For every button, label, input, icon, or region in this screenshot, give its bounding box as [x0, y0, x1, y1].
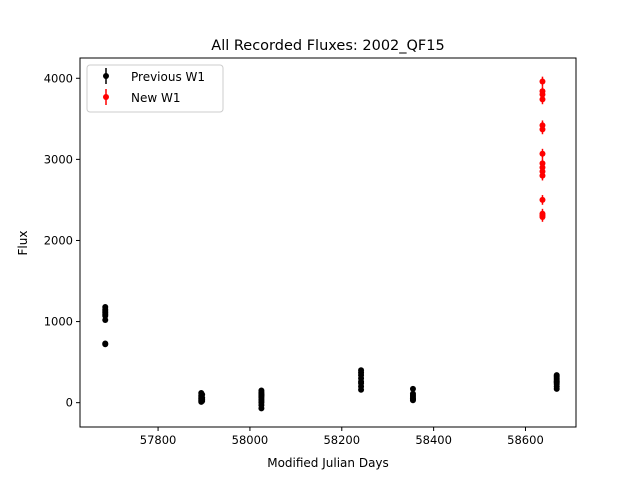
- data-point-previous-w1: [258, 405, 265, 412]
- data-point-new-w1: [539, 126, 546, 133]
- y-tick-label: 2000: [44, 233, 73, 247]
- legend-label-previous-w1: Previous W1: [131, 70, 205, 84]
- y-axis-label: Flux: [16, 231, 30, 256]
- x-tick-label: 58200: [323, 433, 360, 447]
- data-point-previous-w1: [102, 341, 109, 348]
- data-point-new-w1: [539, 96, 546, 103]
- plot-frame: [79, 57, 577, 428]
- legend-label-new-w1: New W1: [131, 91, 181, 105]
- x-tick-label: 57800: [140, 433, 177, 447]
- chart-title: All Recorded Fluxes: 2002_QF15: [211, 38, 444, 54]
- data-point-previous-w1: [199, 398, 206, 405]
- data-point-new-w1: [539, 213, 546, 220]
- data-point-previous-w1: [358, 386, 365, 393]
- legend-marker-previous-w1: [103, 73, 109, 79]
- data-point-previous-w1: [409, 397, 416, 404]
- x-axis-ticks: 57800 58000 58200 58400 58600: [140, 427, 544, 447]
- x-tick-label: 58600: [507, 433, 544, 447]
- y-tick-label: 1000: [44, 315, 73, 329]
- data-point-previous-w1: [553, 385, 560, 392]
- legend-entry-new-w1: New W1: [103, 89, 181, 105]
- data-point-previous-w1: [102, 316, 109, 323]
- y-tick-label: 3000: [44, 152, 73, 166]
- y-tick-label: 4000: [44, 71, 73, 85]
- legend-frame: [86, 64, 224, 113]
- x-axis-label: Modified Julian Days: [267, 456, 389, 470]
- legend-entry-previous-w1: Previous W1: [103, 68, 205, 84]
- data-marks: [102, 76, 560, 412]
- y-axis-ticks: 0 1000 2000 3000 4000: [44, 71, 80, 410]
- data-point-new-w1: [539, 168, 546, 175]
- x-tick-label: 58400: [415, 433, 452, 447]
- legend: Previous W1 New W1: [86, 64, 224, 113]
- legend-marker-new-w1: [103, 94, 109, 100]
- x-tick-label: 58000: [232, 433, 269, 447]
- data-point-new-w1: [539, 78, 546, 85]
- data-point-new-w1: [539, 150, 546, 157]
- data-point-new-w1: [539, 196, 546, 203]
- y-tick-label: 0: [66, 396, 73, 410]
- data-point-previous-w1: [409, 385, 416, 392]
